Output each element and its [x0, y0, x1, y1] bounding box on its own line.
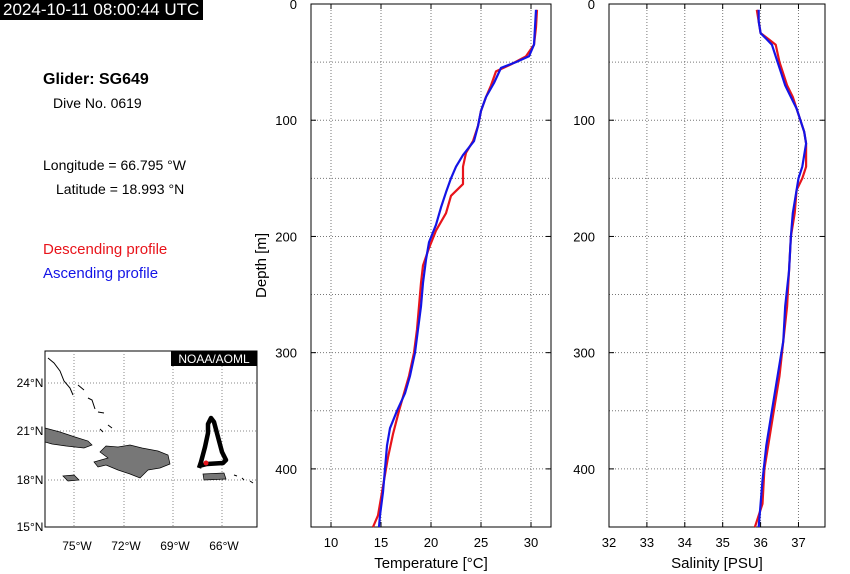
glider-title: Glider: SG649 — [43, 71, 149, 88]
y-tick-label: 300 — [275, 346, 297, 361]
longitude-readout: Longitude = 66.795 °W — [43, 157, 186, 173]
plot-frame — [608, 3, 826, 528]
y-tick-label: 200 — [275, 229, 297, 244]
timestamp: 2024-10-11 08:00:44 UTC — [0, 0, 204, 20]
x-tick-label: 33 — [640, 535, 654, 550]
grid — [311, 4, 551, 527]
x-tick-label: 35 — [715, 535, 729, 550]
ascending-profile-line — [377, 9, 538, 528]
x-tick-label: 10 — [324, 535, 338, 550]
legend-descending: Descending profile — [43, 241, 168, 258]
x-tick-label: 36 — [753, 535, 767, 550]
y-tick-label: 400 — [275, 462, 297, 477]
y-tick-label: 300 — [573, 346, 595, 361]
y-tick-label: 400 — [573, 462, 595, 477]
x-tick-label: 37 — [791, 535, 805, 550]
y-tick-label: 100 — [573, 113, 595, 128]
x-tick-label: 25 — [474, 535, 488, 550]
x-tick-label: 32 — [602, 535, 616, 550]
x-tick-label: 15 — [374, 535, 388, 550]
y-tick-label: 100 — [275, 113, 297, 128]
y-tick-label: 0 — [290, 0, 297, 12]
x-tick-label: 34 — [678, 535, 692, 550]
dive-number: Dive No. 0619 — [53, 95, 142, 111]
x-tick-label: 30 — [524, 535, 538, 550]
x-axis-label: Temperature [°C] — [374, 555, 488, 572]
ascending-profile-line — [757, 9, 808, 528]
descending-profile-line — [371, 9, 539, 528]
x-tick-label: 20 — [424, 535, 438, 550]
y-axis-label: Depth [m] — [253, 233, 270, 298]
legend-ascending: Ascending profile — [43, 265, 159, 282]
y-tick-label: 200 — [573, 229, 595, 244]
grid — [608, 4, 825, 527]
latitude-readout: Latitude = 18.993 °N — [56, 181, 185, 197]
x-axis-label: Salinity [PSU] — [671, 555, 763, 572]
descending-profile-line — [753, 9, 808, 528]
salinity-chart: 32 33 34 35 36 37 0 100 200 300 400 Salinity [PSU] — [573, 0, 826, 572]
y-tick-label: 0 — [588, 0, 595, 12]
